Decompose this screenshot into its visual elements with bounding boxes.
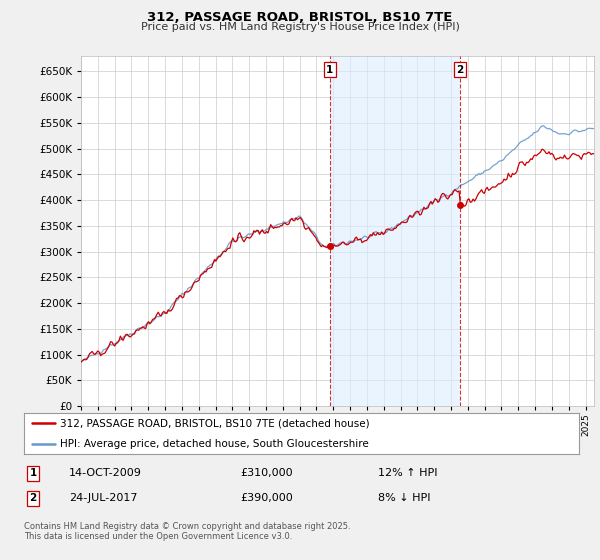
Text: Price paid vs. HM Land Registry's House Price Index (HPI): Price paid vs. HM Land Registry's House … bbox=[140, 22, 460, 32]
Bar bbox=[330, 56, 460, 406]
Text: 12% ↑ HPI: 12% ↑ HPI bbox=[378, 468, 437, 478]
Text: 2: 2 bbox=[29, 493, 37, 503]
Text: £390,000: £390,000 bbox=[240, 493, 293, 503]
Text: 1: 1 bbox=[326, 65, 334, 74]
Text: 2: 2 bbox=[457, 65, 464, 74]
Text: £310,000: £310,000 bbox=[240, 468, 293, 478]
Text: 14-OCT-2009: 14-OCT-2009 bbox=[69, 468, 142, 478]
Text: 1: 1 bbox=[29, 468, 37, 478]
Text: HPI: Average price, detached house, South Gloucestershire: HPI: Average price, detached house, Sout… bbox=[60, 438, 369, 449]
Text: Contains HM Land Registry data © Crown copyright and database right 2025.
This d: Contains HM Land Registry data © Crown c… bbox=[24, 522, 350, 542]
Text: 8% ↓ HPI: 8% ↓ HPI bbox=[378, 493, 431, 503]
Text: 312, PASSAGE ROAD, BRISTOL, BS10 7TE (detached house): 312, PASSAGE ROAD, BRISTOL, BS10 7TE (de… bbox=[60, 418, 370, 428]
Text: 24-JUL-2017: 24-JUL-2017 bbox=[69, 493, 137, 503]
Text: 312, PASSAGE ROAD, BRISTOL, BS10 7TE: 312, PASSAGE ROAD, BRISTOL, BS10 7TE bbox=[148, 11, 452, 24]
